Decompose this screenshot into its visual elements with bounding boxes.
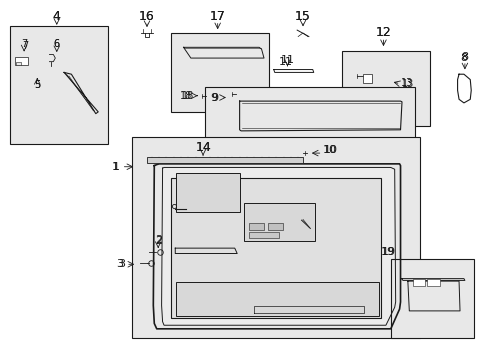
Bar [176,282,378,316]
Text: 17: 17 [209,10,225,23]
Bar [427,279,439,286]
Text: 3: 3 [118,259,125,269]
Text: 2: 2 [154,235,162,245]
Bar [390,259,473,338]
Text: 11: 11 [278,57,292,67]
Bar [341,51,429,126]
Text: 5: 5 [34,80,41,90]
Text: 16: 16 [139,10,155,23]
Text: 19: 19 [381,247,395,257]
Text: 7: 7 [21,40,27,49]
Text: 8: 8 [460,52,468,62]
Bar [171,33,268,112]
Text: 3: 3 [116,259,123,269]
Bar [249,223,264,230]
Text: 17: 17 [209,10,225,23]
Text: 12: 12 [375,27,390,40]
Bar [16,62,21,64]
Text: 19: 19 [380,247,394,257]
Text: 14: 14 [195,141,210,154]
Text: 7: 7 [22,41,28,50]
Bar [249,231,278,238]
Text: 18: 18 [180,91,192,101]
Bar [10,26,108,144]
Text: 1: 1 [113,162,120,172]
Bar [15,57,27,65]
Text: 6: 6 [54,40,60,49]
Bar [132,137,419,338]
Text: 16: 16 [139,10,155,23]
Text: 13: 13 [401,79,413,89]
Bar [205,87,414,144]
Text: 11: 11 [280,55,294,65]
Bar [267,223,282,230]
Bar [412,279,424,286]
Text: 9: 9 [210,93,217,103]
Text: 1: 1 [112,162,119,172]
Text: 15: 15 [294,10,310,23]
Text: 13: 13 [400,78,412,88]
Bar [176,173,239,212]
Bar [362,74,371,83]
Bar [147,157,303,163]
Text: 8: 8 [459,53,467,63]
Bar [244,203,315,241]
Text: 12: 12 [375,27,390,40]
Text: 10: 10 [324,144,337,154]
Text: 2: 2 [155,236,163,246]
Text: 4: 4 [53,10,61,23]
Text: 15: 15 [294,10,310,23]
Text: 9: 9 [211,93,218,103]
Text: 5: 5 [34,80,41,90]
Text: 4: 4 [53,10,61,23]
Text: 14: 14 [195,141,210,154]
Bar [171,178,380,318]
Text: 18: 18 [182,91,194,101]
Text: 6: 6 [54,40,60,49]
Polygon shape [161,167,394,325]
Text: 10: 10 [322,144,336,154]
